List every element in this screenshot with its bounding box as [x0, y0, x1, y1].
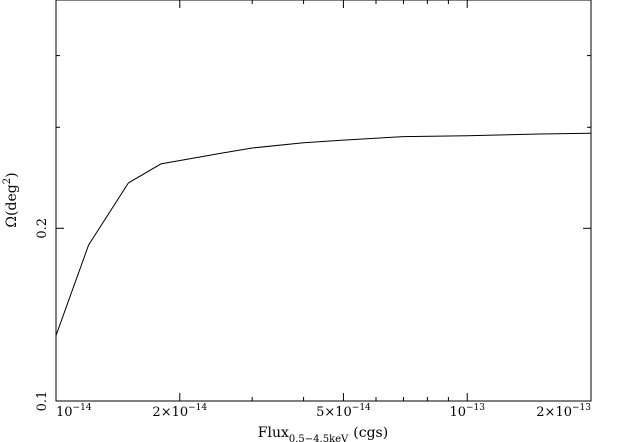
y-tick-label: 0.1 [35, 391, 50, 412]
y-axis-label-superscript: 2 [2, 178, 13, 184]
x-tick-label-mantissa: 5×10 [316, 405, 352, 420]
x-axis-label-units: (cgs) [353, 425, 388, 441]
plot-frame [55, 0, 592, 402]
y-axis-label: Ω(deg2) [2, 172, 20, 227]
x-tick-label: 10−14 [56, 403, 92, 420]
x-axis-label: Flux0.5−4.5keV (cgs) [258, 425, 388, 442]
y-axis-label-base: Ω(deg [4, 184, 20, 227]
x-tick-label-mantissa: 2×10 [152, 405, 188, 420]
y-axis-label-close: ) [4, 172, 20, 177]
x-axis-label-base: Flux [258, 425, 289, 441]
x-tick-label-exponent: −14 [73, 403, 92, 413]
x-tick-label-mantissa: 10 [56, 405, 73, 420]
x-tick-label: 10−13 [449, 403, 485, 420]
x-tick-label: 2×10−14 [152, 403, 207, 420]
series-layer [55, 132, 592, 336]
x-axis-label-subscript: 0.5−4.5keV [289, 434, 349, 442]
tick-labels: 10−14 2×10−14 5×10−14 10−13 2×10−130.10.2 [35, 218, 591, 420]
x-tick-label-exponent: −13 [572, 403, 591, 413]
x-tick-label: 2×10−13 [536, 403, 591, 420]
x-tick-label-mantissa: 10 [449, 405, 466, 420]
x-tick-label-exponent: −14 [352, 403, 371, 413]
x-tick-label: 5×10−14 [316, 403, 371, 420]
x-tick-label-exponent: −13 [466, 403, 485, 413]
y-tick-label: 0.2 [35, 218, 50, 239]
x-tick-label-exponent: −14 [188, 403, 207, 413]
tick-marks [55, 0, 592, 402]
series-line [55, 132, 592, 336]
x-tick-label-mantissa: 2×10 [536, 405, 572, 420]
